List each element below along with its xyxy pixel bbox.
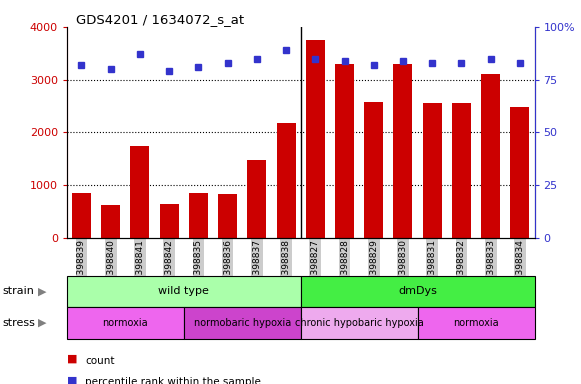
Bar bbox=[335, 64, 354, 238]
Bar bbox=[306, 40, 325, 238]
Bar bbox=[277, 123, 296, 238]
Bar bbox=[72, 193, 91, 238]
Bar bbox=[510, 107, 529, 238]
Bar bbox=[481, 74, 500, 238]
Text: wild type: wild type bbox=[158, 286, 209, 296]
Text: normobaric hypoxia: normobaric hypoxia bbox=[193, 318, 291, 328]
Text: ■: ■ bbox=[67, 354, 77, 364]
Bar bbox=[301, 276, 535, 307]
Text: ▶: ▶ bbox=[38, 318, 46, 328]
Text: ■: ■ bbox=[67, 375, 77, 384]
Bar bbox=[130, 146, 149, 238]
Bar bbox=[364, 102, 383, 238]
Bar bbox=[189, 193, 208, 238]
Text: ▶: ▶ bbox=[38, 286, 46, 296]
Bar bbox=[393, 64, 413, 238]
Text: percentile rank within the sample: percentile rank within the sample bbox=[85, 377, 261, 384]
Bar bbox=[452, 103, 471, 238]
Text: stress: stress bbox=[3, 318, 36, 328]
Bar bbox=[301, 307, 418, 339]
Bar bbox=[218, 194, 237, 238]
Bar bbox=[160, 204, 178, 238]
Text: dmDys: dmDys bbox=[398, 286, 437, 296]
Text: normoxia: normoxia bbox=[102, 318, 148, 328]
Text: chronic hypobaric hypoxia: chronic hypobaric hypoxia bbox=[295, 318, 424, 328]
Bar bbox=[101, 205, 120, 238]
Text: GDS4201 / 1634072_s_at: GDS4201 / 1634072_s_at bbox=[76, 13, 243, 26]
Bar bbox=[67, 276, 301, 307]
Text: normoxia: normoxia bbox=[453, 318, 499, 328]
Bar bbox=[67, 307, 184, 339]
Bar bbox=[418, 307, 535, 339]
Bar bbox=[423, 103, 442, 238]
Bar bbox=[248, 160, 266, 238]
Text: count: count bbox=[85, 356, 115, 366]
Text: strain: strain bbox=[3, 286, 35, 296]
Bar bbox=[184, 307, 301, 339]
